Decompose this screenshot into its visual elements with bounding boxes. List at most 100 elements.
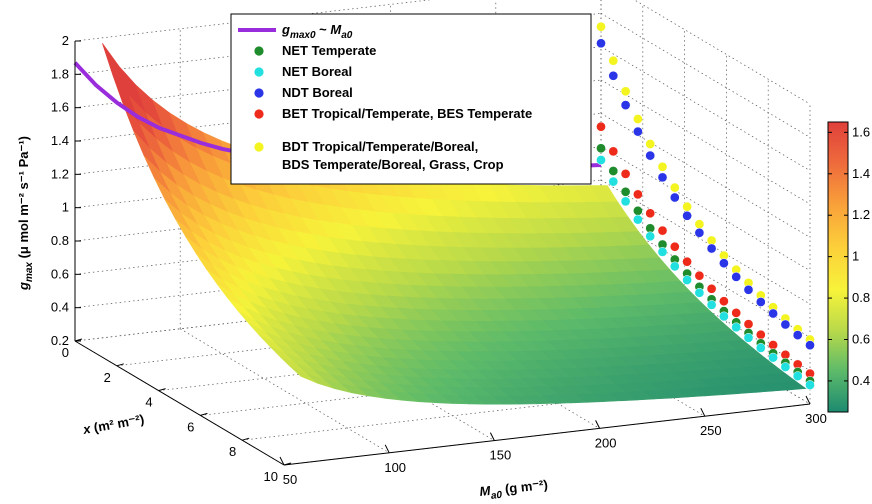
y-axis-label: x (m² m⁻²) [81,411,145,437]
scatter-point [731,322,742,333]
scatter-point [633,114,643,124]
scatter-point [780,362,791,372]
y-tick-label: 8 [229,444,236,459]
scatter-point [596,143,606,154]
scatter-point [682,201,692,212]
scatter-point [694,270,705,281]
surface-patch [777,380,807,391]
legend-label: BDS Temperate/Boreal, Grass, Crop [282,157,504,172]
y-tick-label: 6 [187,419,194,434]
scatter-point [682,256,692,267]
grid-line [600,46,811,171]
y-tick-mark [283,462,292,466]
scatter-point [694,287,705,298]
legend: gmax0 ~ Ma0 NET Temperate NET Boreal NDT Bo… [230,13,592,185]
colorbar-tick-label: 0.6 [852,332,870,347]
scatter-point [755,343,766,353]
y-tick-label: 0 [62,345,69,360]
colorbar-tick-label: 1 [852,249,859,264]
scatter-point [645,208,656,219]
scatter-point [596,155,606,165]
x-axis-line [283,403,811,466]
scatter-point [657,172,668,183]
legend-label: NDT Boreal [282,85,353,100]
x-tick-label: 50 [283,472,297,487]
scatter-point [657,225,668,236]
z-tick-label: 1.6 [51,100,69,115]
scatter-point [743,332,754,343]
legend-circle-marker [254,109,264,119]
scatter-point [669,182,680,193]
scatter-point [805,380,815,390]
legend-circle-marker [254,67,264,77]
colorbar: 0.4 0.6 0.8 1 1.2 1.4 1.6 [827,121,870,413]
scatter-point [633,214,643,225]
scatter-point [706,243,717,254]
scatter-points [596,21,815,390]
surface [102,43,807,405]
legend-label: NET Temperate [282,43,376,58]
x-tick-label: 250 [700,423,722,438]
z-tick-label: 1.4 [51,133,69,148]
scatter-point [805,340,815,351]
surface-patch [102,43,130,97]
scatter-point [792,371,803,381]
scatter-point [657,247,668,257]
z-tick-label: 1.2 [51,166,69,181]
colorbar-tick-label: 1.2 [852,207,870,222]
y-tick-mark [158,388,166,392]
scatter-point [608,70,619,81]
grid-line [600,179,811,305]
x-tick-mark [279,456,285,466]
z-tick-label: 0.8 [51,233,69,248]
scatter-point [731,272,742,282]
scatter-point [719,296,729,307]
colorbar-bar [827,121,849,413]
scatter-point [645,139,656,149]
y-tick-mark [116,363,124,367]
colorbar-tick-label: 0.4 [852,373,870,388]
scatter-point [694,219,705,230]
scatter-point [669,261,680,272]
scatter-point [682,210,692,221]
scatter-point [633,126,643,137]
legend-circle-marker [254,142,264,152]
x-tick-label: 300 [805,411,827,426]
legend-circle-marker [254,88,264,98]
scatter-point [620,196,631,207]
scatter-point [620,100,631,110]
y-tick-label: 10 [264,469,278,484]
scatter-point [768,340,778,350]
axes: 0.2 0.4 0.6 0.8 1 1.2 1.4 1.6 1.8 2 0 2 4 6 8 10 50 100 15… [16,33,827,502]
scatter-point [719,311,729,322]
scatter-point [633,205,643,216]
scatter-point [682,275,692,285]
colorbar-tick-label: 0.8 [852,290,870,305]
y-axis-line [74,340,285,466]
scatter-point [669,241,680,252]
legend-box [230,13,592,185]
z-tick-label: 1.8 [51,66,69,81]
z-tick-label: 2 [62,33,69,48]
z-tick-label: 0.2 [51,333,69,348]
y-tick-mark [74,338,83,342]
x-tick-mark [489,432,495,441]
y-tick-mark [200,412,208,416]
grid-line [634,0,811,105]
scatter-point [755,329,766,340]
scatter-point [596,21,606,32]
scatter-point [620,186,631,197]
legend-label: BET Tropical/Temperate, BES Temperate [282,106,532,121]
scatter-point [608,166,619,176]
legend-label: BDT Tropical/Temperate/Boreal, [282,139,478,154]
x-tick-mark [700,407,706,417]
scatter-point [743,284,754,295]
z-axis-label: gmax (μ mol m⁻² s⁻¹ Pa⁻¹) [16,136,35,291]
scatter-point [706,300,717,310]
scatter-point [608,146,619,157]
grid-line [600,13,811,138]
grid-line [600,79,811,205]
scatter-point [768,308,778,319]
